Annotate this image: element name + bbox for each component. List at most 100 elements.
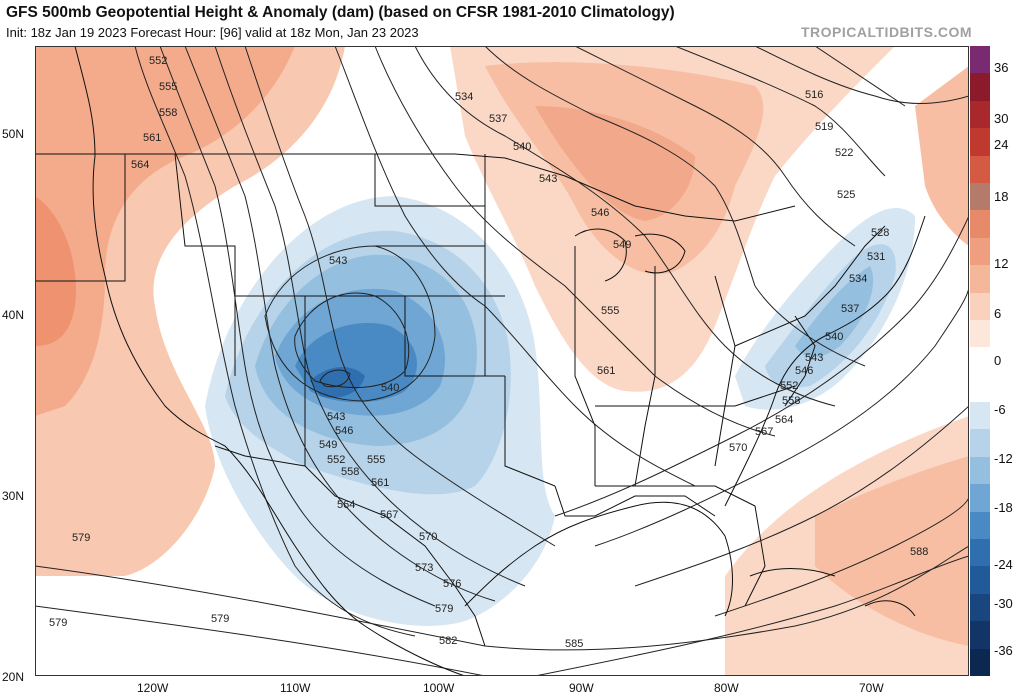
colorbar-swatch xyxy=(970,648,990,676)
contour-label: 588 xyxy=(910,546,928,558)
contour-label: 573 xyxy=(415,562,433,574)
lon-label-110w: 110W xyxy=(280,681,311,695)
contour-label: 546 xyxy=(591,207,609,219)
lon-label-120w: 120W xyxy=(137,681,169,695)
contour-label: 552 xyxy=(327,454,345,466)
colorbar-label: -6 xyxy=(994,402,1006,417)
contour-label: 549 xyxy=(319,439,337,451)
colorbar-swatch xyxy=(970,237,990,266)
colorbar-label: -36 xyxy=(994,643,1013,658)
contour-label: 522 xyxy=(835,147,853,159)
colorbar-label: 36 xyxy=(994,60,1009,75)
contour-label: 567 xyxy=(380,509,398,521)
lon-label-90w: 90W xyxy=(569,681,594,695)
contour-label: 555 xyxy=(367,454,385,466)
colorbar-label: 18 xyxy=(994,189,1009,204)
colorbar-swatch xyxy=(970,456,990,485)
contour-label: 579 xyxy=(211,613,229,625)
colorbar-swatch xyxy=(970,429,990,457)
colorbar-swatch xyxy=(970,100,990,129)
chart-subtitle: Init: 18z Jan 19 2023 Forecast Hour: [96… xyxy=(6,25,419,40)
map-svg: 552 555 558 561 564 534 537 540 543 546 … xyxy=(35,46,969,676)
contour-label: 570 xyxy=(419,531,437,543)
brand-watermark[interactable]: TROPICALTIDBITS.COM xyxy=(800,24,972,40)
contour-label: 576 xyxy=(443,578,461,590)
contour-label: 579 xyxy=(72,532,90,544)
contour-label: 579 xyxy=(49,617,67,629)
colorbar-label: 30 xyxy=(994,111,1009,126)
colorbar xyxy=(970,46,990,676)
colorbar-swatch xyxy=(970,566,990,594)
colorbar-swatch xyxy=(970,265,990,293)
contour-label: 564 xyxy=(337,499,355,511)
colorbar-swatch xyxy=(970,511,990,540)
contour-label: 579 xyxy=(435,603,453,615)
contour-label: 534 xyxy=(455,91,473,103)
colorbar-swatch xyxy=(970,128,990,156)
colorbar-label: 12 xyxy=(994,256,1009,271)
lat-label-50n: 50N xyxy=(2,127,25,141)
colorbar-swatch xyxy=(970,402,990,430)
lat-label-20n: 20N xyxy=(2,670,25,684)
colorbar-label: -24 xyxy=(994,557,1013,572)
colorbar-label: -18 xyxy=(994,500,1013,515)
map-panel[interactable]: 552 555 558 561 564 534 537 540 543 546 … xyxy=(35,46,969,676)
contour-label: 540 xyxy=(825,331,843,343)
contour-label: 552 xyxy=(780,380,798,392)
lon-label-80w: 80W xyxy=(714,681,739,695)
contour-label: 534 xyxy=(849,273,867,285)
colorbar-swatch xyxy=(970,210,990,238)
contour-label: 561 xyxy=(597,365,615,377)
contour-label: 582 xyxy=(439,635,457,647)
contour-label: 516 xyxy=(805,89,823,101)
contour-label: 543 xyxy=(805,352,823,364)
lon-label-100w: 100W xyxy=(423,681,455,695)
contour-label: 519 xyxy=(815,121,833,133)
colorbar-swatch xyxy=(970,374,990,403)
colorbar-swatch xyxy=(970,484,990,512)
colorbar-swatch xyxy=(970,347,990,375)
colorbar-swatch xyxy=(970,46,990,74)
colorbar-swatch xyxy=(970,155,990,183)
contour-label: 543 xyxy=(327,411,345,423)
coastlines xyxy=(74,46,926,676)
colorbar-label: 0 xyxy=(994,353,1002,368)
contour-label: 555 xyxy=(601,305,619,317)
contour-label: 531 xyxy=(867,251,885,263)
contour-label: 537 xyxy=(841,303,859,315)
contour-label: 537 xyxy=(489,113,507,125)
anomaly-shading xyxy=(35,46,969,676)
contour-label: 552 xyxy=(149,55,167,67)
contour-label: 540 xyxy=(513,141,531,153)
colorbar-label: 6 xyxy=(994,306,1002,321)
contour-label: 543 xyxy=(539,173,557,185)
lat-label-40n: 40N xyxy=(2,308,25,322)
chart-title: GFS 500mb Geopotential Height & Anomaly … xyxy=(6,4,675,21)
contour-label: 558 xyxy=(782,395,800,407)
height-contours xyxy=(35,46,969,676)
lat-label-30n: 30N xyxy=(2,489,25,503)
contour-label: 564 xyxy=(131,159,149,171)
contour-label: 543 xyxy=(329,255,347,267)
colorbar-swatch xyxy=(970,182,990,211)
contour-label: 558 xyxy=(341,466,359,478)
colorbar-swatch xyxy=(970,319,990,348)
colorbar-swatch xyxy=(970,593,990,622)
contour-label: 558 xyxy=(159,107,177,119)
contour-label: 570 xyxy=(729,442,747,454)
contour-label: 549 xyxy=(613,239,631,251)
contour-label: 528 xyxy=(871,227,889,239)
colorbar-swatch xyxy=(970,621,990,649)
colorbar-label: -30 xyxy=(994,596,1013,611)
contour-label: 561 xyxy=(143,132,161,144)
contour-label: 585 xyxy=(565,638,583,650)
contour-label: 540 xyxy=(381,382,399,394)
colorbar-swatch xyxy=(970,73,990,101)
colorbar-swatch xyxy=(970,539,990,567)
colorbar-swatch xyxy=(970,292,990,320)
contour-label: 564 xyxy=(775,414,793,426)
colorbar-label: -12 xyxy=(994,451,1013,466)
lon-label-70w: 70W xyxy=(859,681,884,695)
contour-label: 555 xyxy=(159,81,177,93)
contour-label: 546 xyxy=(795,365,813,377)
